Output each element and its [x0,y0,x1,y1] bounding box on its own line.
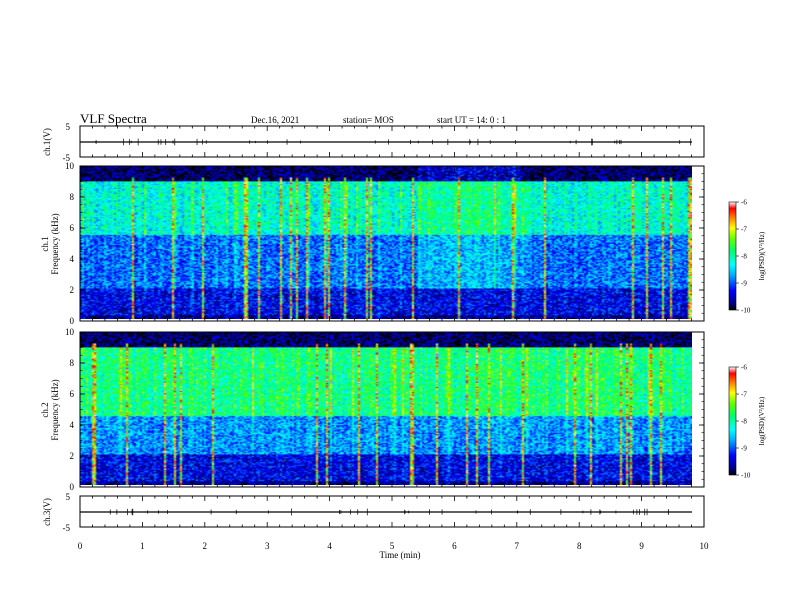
frequency-tick-label: 0 [70,316,75,326]
ch2-colorbar-gradient [728,366,737,476]
ch3-waveform-ylabel: ch.3(V) [42,498,52,526]
time-tick-label: 4 [327,541,332,551]
ch3-waveform-frame [79,495,705,528]
time-tick-label: 7 [515,541,520,551]
ch1-ytick-top: 5 [66,122,71,132]
time-tick-label: 10 [700,541,710,551]
ch2-colorbar-label: log(PSD)(V²/Hz) [758,396,766,445]
ch1-colorbar: -6 -7 -8 -9 -10 log(PSD)(V²/Hz) [728,199,766,315]
colorbar-tick-label: -7 [741,391,747,399]
time-tick-label: 0 [78,541,83,551]
ch1-waveform-frame [79,125,705,158]
frequency-tick-label: 0 [70,482,75,492]
time-tick-label: 2 [203,541,208,551]
time-tick-label: 5 [390,541,395,551]
frequency-tick-label: 4 [70,420,75,430]
ch2-spectrogram-frame [79,331,705,488]
frequency-tick-label: 8 [70,358,75,368]
ch1-ytick-bottom: -5 [63,153,71,163]
colorbar-tick-label: -10 [741,307,751,315]
ch2-spectrogram-panel: 0 2 4 6 8 10 ch.2 Frequency (kHz) [40,327,705,492]
time-tick-label: 9 [639,541,644,551]
figure-title: VLF Spectra [80,111,147,126]
ch2-colorbar-ticks: -6 -7 -8 -9 -10 [736,364,751,480]
time-tick-label: 3 [265,541,270,551]
colorbar-tick-label: -6 [741,364,747,372]
colorbar-tick-label: -10 [741,472,751,480]
ch1-spectrogram-ylabel-frequency: Frequency (kHz) [50,213,60,274]
frequency-tick-label: 6 [70,389,75,399]
ch2-spectrogram-ylabel-channel: ch.2 [40,402,50,417]
ch1-waveform-spikes [95,138,692,146]
frequency-tick-label: 2 [70,451,75,461]
colorbar-tick-label: -8 [741,418,747,426]
colorbar-tick-label: -6 [741,199,747,207]
ch1-waveform-ylabel: ch.1(V) [42,128,52,156]
ch3-waveform-panel: 5 -5 ch.3(V) 0 1 2 3 4 5 6 7 8 9 10 Time (min) [42,492,709,560]
ch1-colorbar-label: log(PSD)(V²/Hz) [758,231,766,280]
colorbar-tick-label: -8 [741,253,747,261]
ch1-colorbar-gradient [728,201,737,311]
ch2-spectrogram-ylabel-frequency: Frequency (kHz) [50,379,60,440]
frequency-tick-label: 8 [70,192,75,202]
ch3-waveform-spikes [109,508,669,516]
time-tick-label: 6 [452,541,457,551]
colorbar-tick-label: -9 [741,280,747,288]
ch2-colorbar: -6 -7 -8 -9 -10 log(PSD)(V²/Hz) [728,364,766,480]
ch3-ytick-top: 5 [66,492,71,502]
frequency-tick-label: 6 [70,223,75,233]
ch2-spectrogram-image [80,332,692,485]
ch1-colorbar-ticks: -6 -7 -8 -9 -10 [736,199,751,315]
frequency-tick-label: 2 [70,285,75,295]
colorbar-tick-label: -9 [741,445,747,453]
colorbar-tick-label: -7 [741,226,747,234]
ch1-spectrogram-image [80,166,692,319]
frequency-tick-label: 4 [70,254,75,264]
frequency-tick-label: 10 [65,161,75,171]
frequency-tick-label: 10 [65,327,75,337]
time-axis-label: Time (min) [380,550,421,560]
ch1-spectrogram-panel: 0 2 4 6 8 10 ch.1 Frequency (kHz) [40,161,705,326]
time-tick-label: 1 [140,541,145,551]
station-label: station= MOS [343,115,394,125]
start-time-label: start UT = 14: 0 : 1 [437,115,506,125]
date-label: Dec.16, 2021 [251,115,299,125]
ch3-ytick-bottom: -5 [63,523,71,533]
time-tick-label: 8 [577,541,582,551]
time-axis-tick-labels: 0 1 2 3 4 5 6 7 8 9 10 [78,541,709,551]
ch1-waveform-panel: 5 -5 ch.1(V) [42,122,705,163]
ch1-spectrogram-frame [79,165,705,322]
ch1-spectrogram-ylabel-channel: ch.1 [40,236,50,251]
